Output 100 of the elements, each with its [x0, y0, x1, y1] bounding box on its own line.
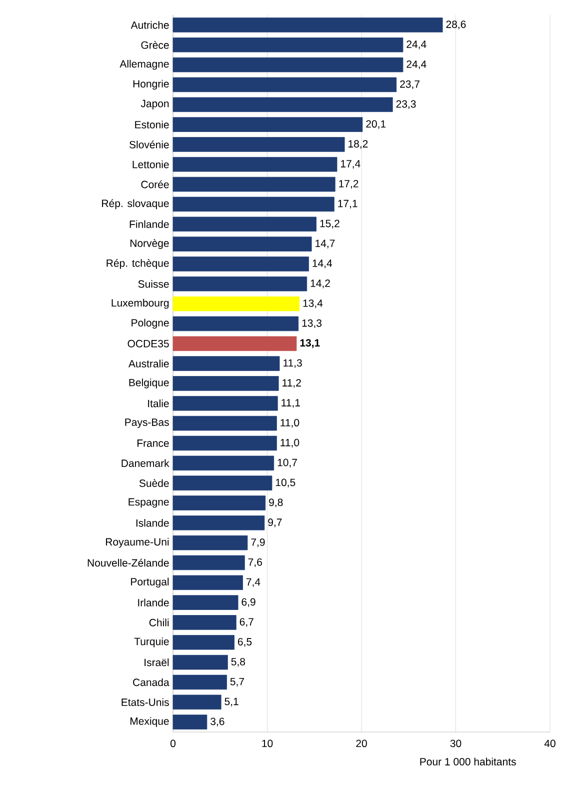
bar	[172, 356, 280, 371]
bar	[172, 157, 338, 172]
y-tick-label: OCDE35	[128, 340, 169, 348]
y-tick-label: Chili	[149, 618, 169, 626]
y-tick-label: Suède	[139, 479, 169, 487]
bar	[172, 714, 208, 730]
bar	[172, 476, 272, 490]
y-tick-label: Rép. tchèque	[106, 259, 169, 269]
y-tick-label: Rép. slovaque	[102, 199, 169, 210]
bar	[172, 396, 278, 411]
y-tick-label: Mexique	[130, 717, 169, 727]
bar	[172, 336, 297, 351]
bar	[172, 516, 265, 530]
y-tick-label: Estonie	[135, 120, 169, 128]
data-label: 11,0	[280, 418, 300, 428]
y-tick-label: Espagne	[128, 498, 169, 508]
data-label: 10,5	[276, 478, 296, 488]
y-tick-label: Portugal	[131, 578, 169, 588]
bar	[172, 57, 404, 72]
bar	[172, 535, 248, 550]
y-tick-label: Norvège	[130, 239, 169, 249]
data-label: 18,2	[348, 140, 368, 149]
bar	[172, 216, 316, 232]
y-tick-label: Turquie	[134, 637, 169, 648]
data-label: 11,3	[284, 359, 302, 368]
y-tick-label: Grèce	[141, 40, 169, 49]
bar	[172, 694, 222, 710]
y-tick-label: Slovénie	[130, 140, 169, 148]
bar	[172, 316, 299, 332]
y-tick-label: Islande	[136, 519, 169, 527]
bar	[172, 196, 334, 212]
data-label: 5,8	[231, 658, 246, 667]
y-tick-label: Etats-Unis	[122, 698, 169, 706]
data-label: 15,2	[320, 220, 340, 228]
y-tick-label: Autriche	[130, 21, 169, 29]
x-tick-label: 10	[262, 740, 273, 748]
bar	[172, 575, 243, 590]
data-label: 14,7	[316, 240, 335, 248]
bar	[172, 496, 266, 510]
y-tick-label: Italie	[148, 400, 169, 408]
bar	[172, 376, 279, 391]
y-tick-label: Allemagne	[120, 60, 169, 70]
bar	[172, 77, 397, 92]
y-tick-label: Nouvelle-Zélande	[88, 558, 169, 567]
x-tick-label: 40	[544, 740, 556, 748]
data-label: 9,7	[268, 518, 282, 528]
y-tick-label: Australie	[128, 360, 169, 368]
data-label: 6,7	[240, 618, 254, 627]
x-tick-label: 0	[170, 740, 176, 748]
y-tick-label: Israël	[144, 658, 169, 666]
bar	[172, 176, 336, 192]
y-tick-label: Irlande	[138, 598, 169, 606]
data-label: 11,1	[282, 399, 300, 408]
bar	[172, 256, 309, 272]
y-tick-label: Pologne	[132, 318, 169, 329]
x-axis-title: Pour 1 000 habitants	[420, 758, 516, 766]
bar	[172, 555, 245, 570]
y-tick-label: Finlande	[130, 220, 169, 228]
data-label: 24,4	[406, 60, 426, 70]
data-label: 23,3	[396, 100, 416, 109]
data-label: 7,4	[246, 578, 260, 587]
y-tick-label: Royaume-Uni	[106, 538, 169, 548]
data-label: 11,2	[282, 379, 301, 388]
x-tick-label: 30	[450, 740, 462, 748]
data-label: 17,2	[339, 180, 358, 189]
bar	[172, 615, 236, 630]
bar	[172, 38, 404, 52]
data-label: 6,9	[242, 598, 256, 607]
data-label: 5,7	[230, 678, 244, 686]
bar	[172, 117, 363, 132]
data-label: 5,1	[224, 698, 238, 706]
bar	[172, 276, 308, 292]
y-tick-label: Corée	[141, 180, 169, 188]
bar	[172, 635, 234, 650]
bar	[172, 674, 227, 690]
data-label: 6,5	[238, 638, 252, 647]
data-label: 23,7	[400, 80, 420, 90]
x-tick-label: 20	[356, 740, 367, 748]
y-tick-label: Belgique	[129, 378, 169, 388]
y-tick-label: Luxembourg	[112, 298, 169, 309]
bar	[172, 97, 393, 112]
data-label: 9,8	[269, 498, 283, 508]
bar	[172, 456, 274, 470]
data-label: 13,4	[303, 299, 323, 308]
data-label: 17,1	[338, 200, 358, 208]
y-tick-label: Suisse	[138, 280, 169, 288]
y-tick-label: Danemark	[122, 459, 170, 467]
data-label: 24,4	[406, 40, 426, 50]
data-label: 11,0	[280, 438, 300, 448]
y-tick-label: Canada	[133, 678, 170, 686]
data-label: 3,6	[210, 718, 224, 726]
data-label: 14,4	[312, 260, 332, 268]
data-label: 10,7	[278, 458, 297, 468]
data-label: 28,6	[446, 20, 466, 30]
bar	[172, 595, 238, 610]
bar	[172, 654, 228, 670]
y-tick-label: Japon	[140, 100, 169, 110]
y-tick-label: Pays-Bas	[125, 418, 169, 428]
bar	[172, 18, 443, 32]
y-tick-label: Hongrie	[133, 80, 169, 90]
